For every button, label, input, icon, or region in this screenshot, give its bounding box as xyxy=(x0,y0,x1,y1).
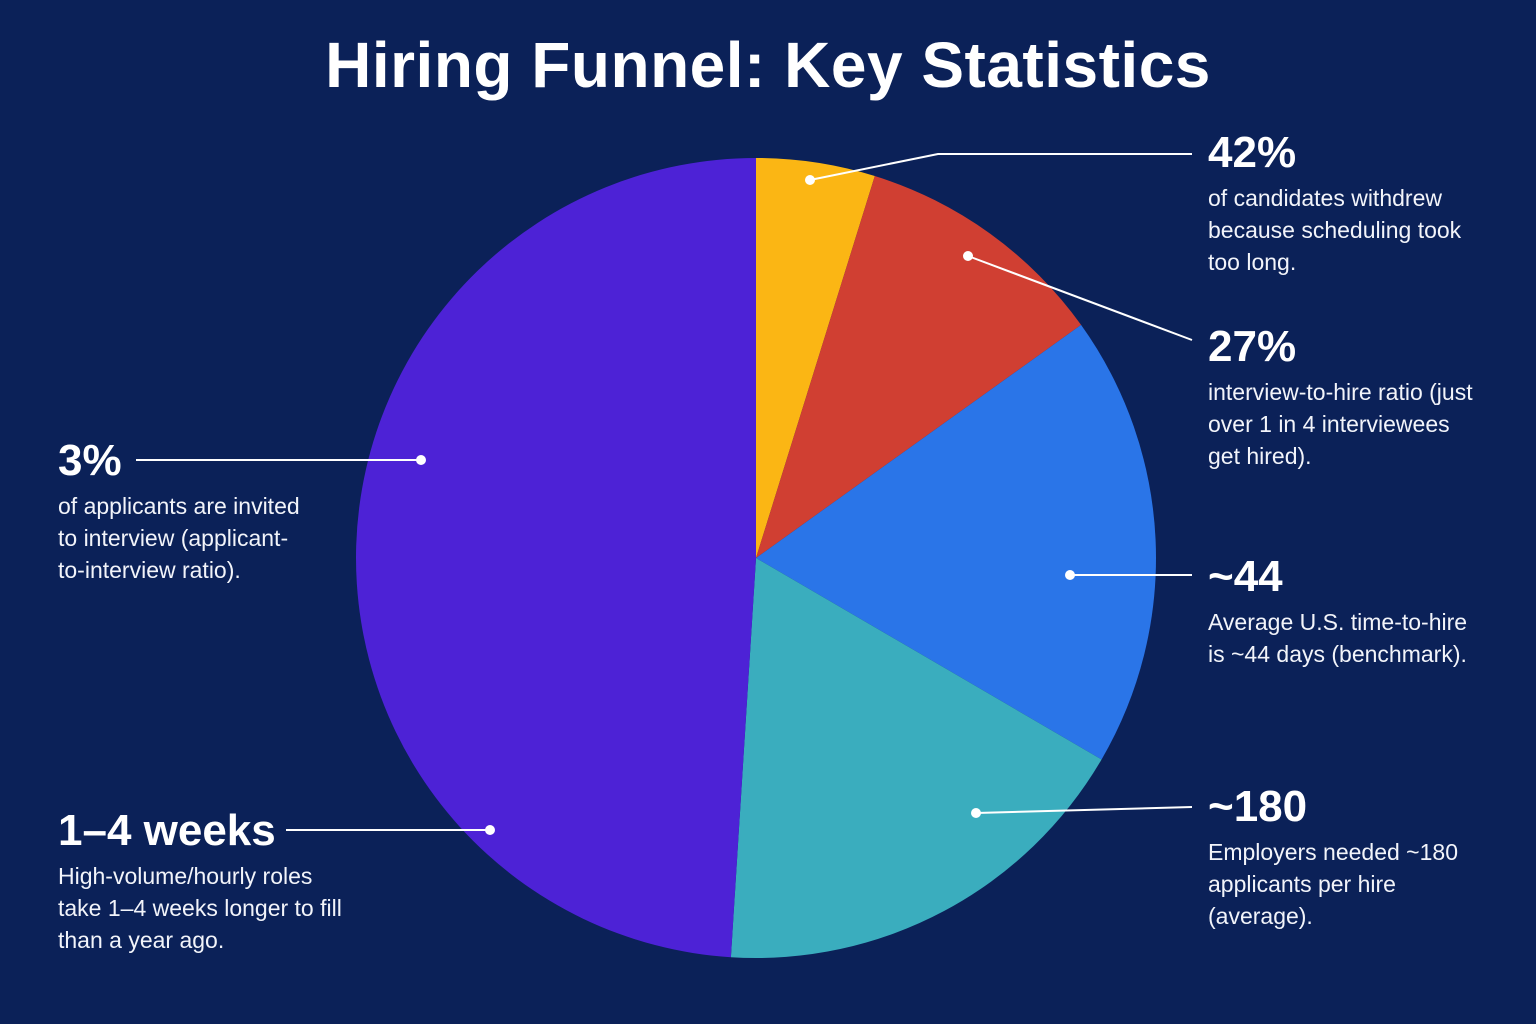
leader-27pct-dot xyxy=(963,251,973,261)
leader-1-4-weeks-dot xyxy=(485,825,495,835)
callout-42pct: 42% of candidates withdrew because sched… xyxy=(1208,128,1528,278)
callout-27pct-stat: 27% xyxy=(1208,322,1297,371)
pie-slice-3 xyxy=(730,558,1102,958)
callout-1-4-weeks-description: High-volume/hourly roles take 1–4 weeks … xyxy=(58,863,342,953)
leader-180-applicants-line xyxy=(975,806,1193,814)
pie-slice-0 xyxy=(756,158,875,558)
callout-3pct-stat: 3% xyxy=(58,436,122,485)
callout-3pct-description: of applicants are invited to interview (… xyxy=(58,493,300,583)
leader-27pct-line xyxy=(967,255,1193,341)
leader-180-applicants-dot xyxy=(971,808,981,818)
callout-180-applicants: ~180 Employers needed ~180 applicants pe… xyxy=(1208,782,1528,932)
callout-44-days: ~44 Average U.S. time-to-hire is ~44 day… xyxy=(1208,552,1528,670)
callout-180-applicants-description: Employers needed ~180 applicants per hir… xyxy=(1208,839,1458,929)
callout-180-applicants-stat: ~180 xyxy=(1208,782,1308,831)
callout-27pct-description: interview-to-hire ratio (just over 1 in … xyxy=(1208,379,1473,469)
leader-44-days-dot xyxy=(1065,570,1075,580)
callout-42pct-stat: 42% xyxy=(1208,128,1297,177)
callout-1-4-weeks: 1–4 weeks High-volume/hourly roles take … xyxy=(58,806,378,956)
leader-3pct-dot xyxy=(416,455,426,465)
callout-27pct: 27% interview-to-hire ratio (just over 1… xyxy=(1208,322,1528,472)
callout-44-days-description: Average U.S. time-to-hire is ~44 days (b… xyxy=(1208,609,1468,667)
callout-1-4-weeks-stat: 1–4 weeks xyxy=(58,806,276,855)
pie-slice-4 xyxy=(356,158,756,958)
pie-slice-1 xyxy=(756,176,1082,558)
callout-3pct: 3% of applicants are invited to intervie… xyxy=(58,436,378,586)
callout-44-days-stat: ~44 xyxy=(1208,552,1283,601)
callout-42pct-description: of candidates withdrew because schedulin… xyxy=(1208,185,1462,275)
leader-42pct-dot xyxy=(805,175,815,185)
leader-42pct-line xyxy=(809,153,1192,181)
pie-slice-2 xyxy=(756,324,1156,760)
chart-title: Hiring Funnel: Key Statistics xyxy=(325,29,1211,101)
